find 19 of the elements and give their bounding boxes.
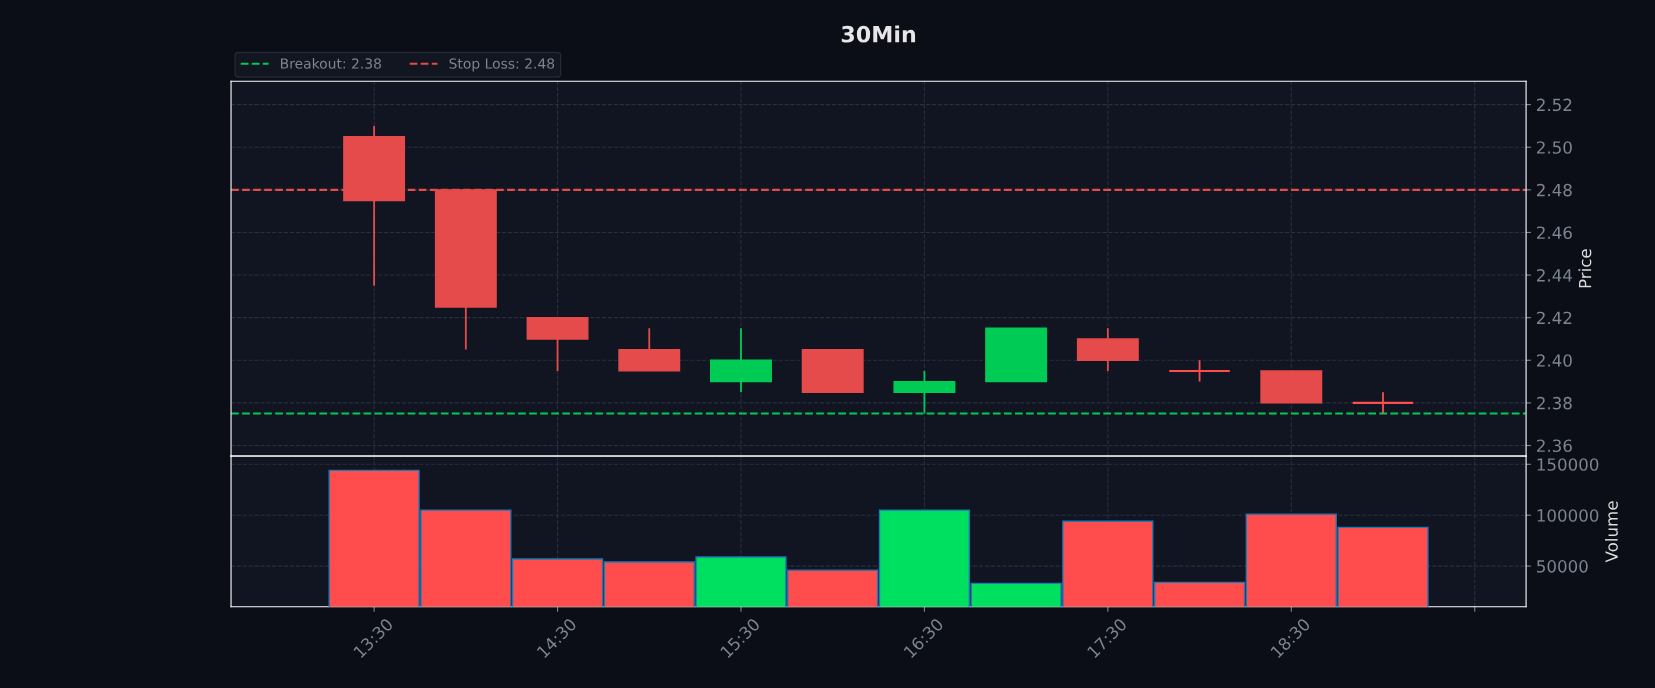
y-tick-label: 2.52	[1537, 98, 1572, 112]
y-tick-label: 2.36	[1537, 439, 1572, 453]
y-tick-label: 2.46	[1537, 226, 1572, 240]
chart-title: 30Min	[841, 25, 916, 43]
y-tick-label: 2.44	[1537, 269, 1572, 282]
legend-label: Stop Loss: 2.48	[449, 58, 555, 72]
y-tick-label: 2.42	[1537, 311, 1572, 324]
y-tick-label: 50000	[1537, 560, 1588, 573]
legend-label: Breakout: 2.38	[281, 58, 381, 69]
candlestick	[1168, 359, 1231, 383]
y-tick-label: 2.50	[1537, 141, 1572, 154]
y-axis-title: Price	[1578, 249, 1592, 288]
y-tick-label: 2.40	[1537, 354, 1572, 367]
y-tick-label: 2.48	[1537, 183, 1572, 197]
y-tick-label: 100000	[1537, 509, 1599, 522]
y-tick-label: 2.38	[1537, 396, 1572, 410]
y-tick-label: 150000	[1537, 458, 1599, 471]
candlestick	[1351, 391, 1415, 415]
y-axis-title: Volume	[1604, 501, 1618, 563]
